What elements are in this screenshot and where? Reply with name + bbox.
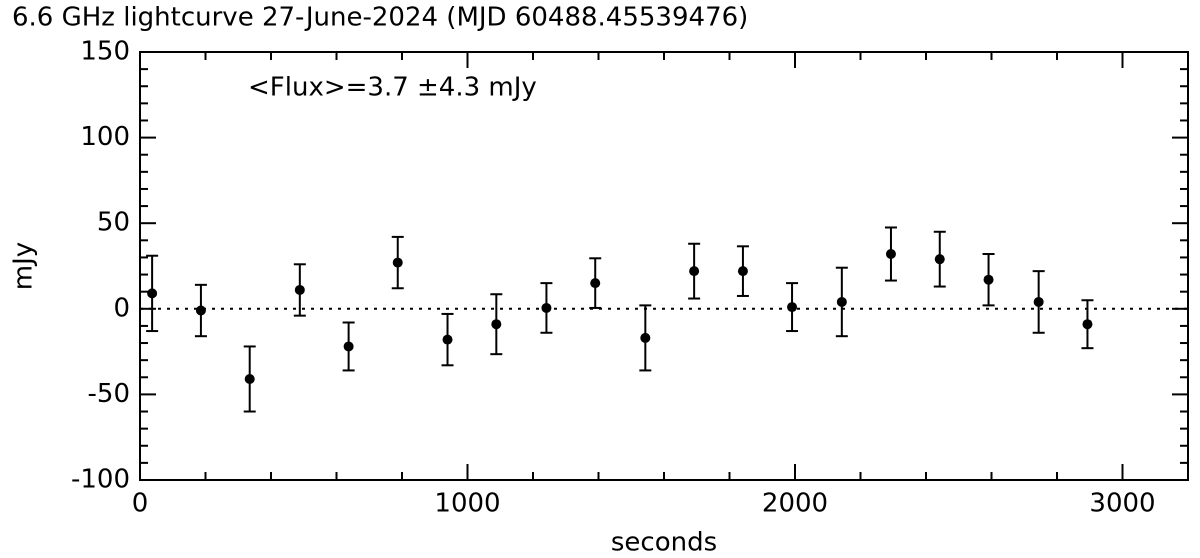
y-tick-label: 0 [113,293,130,323]
point [934,254,945,265]
y-axis-label: mJy [9,242,39,290]
chart-title: 6.6 GHz lightcurve 27-June-2024 (MJD 604… [12,3,748,33]
point [541,302,552,313]
y-tick-label: -50 [88,379,130,409]
point [590,278,601,289]
point [640,332,651,343]
y-tick-label: 150 [80,37,130,67]
x-tick-label: 1000 [434,489,500,519]
point [1033,296,1044,307]
point [294,284,305,295]
point [244,373,255,384]
point [689,266,700,277]
x-tick-label: 2000 [762,489,828,519]
point [737,266,748,277]
point [1082,319,1093,330]
point [885,249,896,260]
plot-frame [139,51,1189,481]
point [392,257,403,268]
point [983,274,994,285]
point [147,288,158,299]
y-tick-label: 50 [97,208,130,238]
point [491,319,502,330]
point [836,296,847,307]
point [343,341,354,352]
x-tick-label: 3000 [1089,489,1155,519]
x-tick-label: 0 [132,489,149,519]
annotation: <Flux>=3.7 ±4.3 mJy [248,73,537,103]
x-axis-label: seconds [611,528,717,558]
point [195,305,206,316]
point [442,334,453,345]
y-tick-label: -100 [71,465,130,495]
point [787,302,798,313]
y-tick-label: 100 [80,122,130,152]
